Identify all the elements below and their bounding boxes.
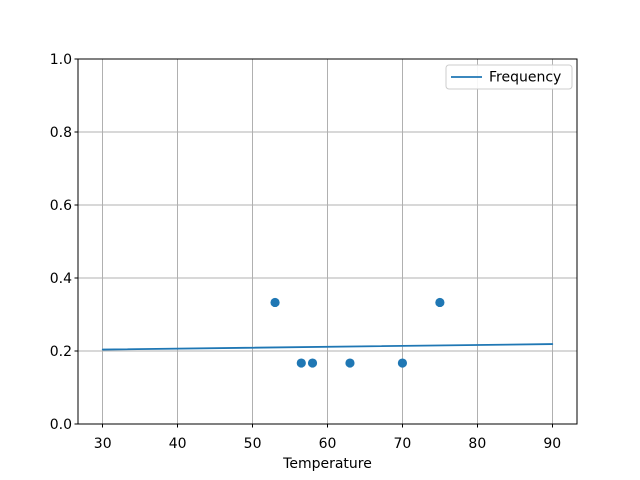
x-tick-label: 80 [468,436,486,452]
x-axis-label: Temperature [282,456,372,472]
plot-series [101,297,554,368]
legend: Frequency [445,64,573,90]
x-tick-label: 60 [319,436,337,452]
scatter-point [270,297,280,308]
scatter-point [307,358,318,368]
x-tick-label: 90 [543,436,561,452]
y-tick-label: 0.2 [50,344,72,360]
scatter-point [397,358,408,368]
scatter-point [345,358,355,368]
x-tick-label: 50 [244,436,262,452]
scatter-point [296,358,306,368]
x-tick-label: 40 [169,436,187,452]
y-tick-label: 0.6 [50,198,72,214]
y-tick-label: 0.8 [50,125,72,141]
frequency-line [101,343,554,351]
y-tick-label: 0.0 [50,417,72,433]
y-tick-label: 0.4 [50,271,72,287]
x-tick-label: 30 [94,436,112,452]
gridlines [78,58,577,425]
scatter-point [435,297,445,308]
legend-box [445,64,573,90]
y-tick-label: 1.0 [50,52,72,68]
x-tick-label: 70 [394,436,412,452]
y-axis: 0.0 0.2 0.4 0.6 0.8 1.0 [50,52,78,433]
x-axis: 30 40 50 60 70 80 90 [94,424,561,452]
legend-label: Frequency [489,70,561,86]
